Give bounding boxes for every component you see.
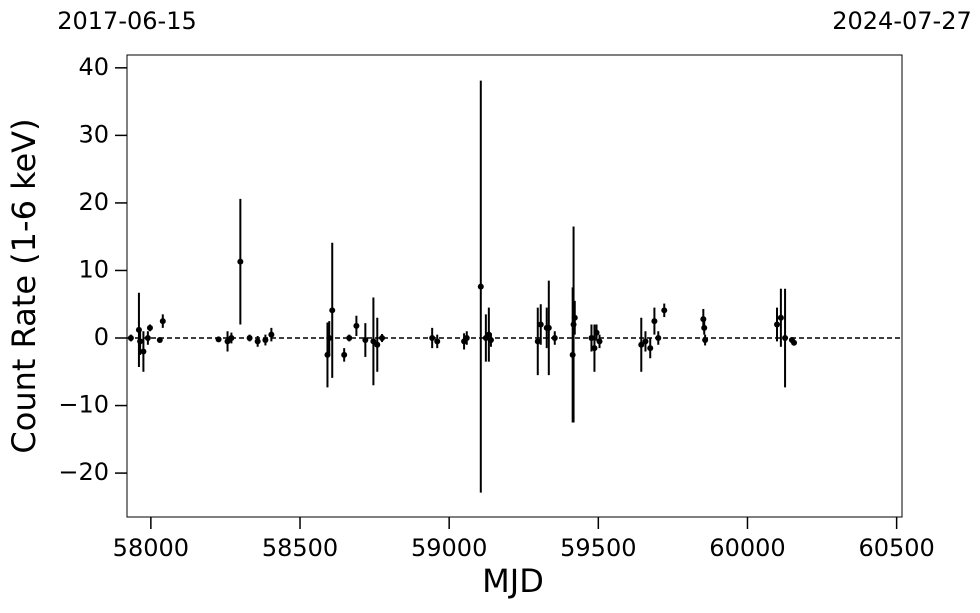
data-point <box>463 335 470 342</box>
data-point <box>237 258 244 265</box>
data-point <box>346 335 353 342</box>
y-tick-label: 20 <box>78 188 109 216</box>
x-tick-label: 59000 <box>411 534 487 562</box>
x-tick-label: 58000 <box>113 534 189 562</box>
data-point <box>228 335 235 342</box>
x-tick-label: 60000 <box>709 534 785 562</box>
data-point <box>254 338 261 345</box>
data-point <box>777 314 784 321</box>
data-point <box>137 338 144 345</box>
plot-frame <box>126 54 903 518</box>
data-point <box>551 335 558 342</box>
data-point <box>127 335 134 342</box>
data-point <box>651 318 658 325</box>
data-point <box>782 335 789 342</box>
data-point <box>329 307 336 314</box>
data-point <box>262 337 269 344</box>
data-point <box>434 338 441 345</box>
data-point <box>353 322 360 329</box>
y-tick-label: −10 <box>58 391 109 419</box>
data-point <box>268 331 275 338</box>
data-point <box>647 345 654 352</box>
data-point <box>379 335 386 342</box>
x-tick-label: 60500 <box>858 534 934 562</box>
x-axis-label: MJD <box>482 562 544 600</box>
data-point <box>534 338 541 345</box>
data-point <box>642 338 649 345</box>
data-point <box>146 324 153 331</box>
data-point <box>545 324 552 331</box>
data-point <box>774 321 781 328</box>
data-point <box>326 335 333 342</box>
y-tick-label: 40 <box>78 53 109 81</box>
y-tick-label: 0 <box>94 323 109 351</box>
y-axis-label: Count Rate (1-6 keV) <box>5 118 43 453</box>
top-date-label: 2017-06-15 <box>57 7 196 35</box>
y-tick-label: −20 <box>58 458 109 486</box>
data-point <box>370 338 377 345</box>
data-point <box>374 341 381 348</box>
data-point <box>429 335 436 342</box>
x-tick-label: 58500 <box>262 534 338 562</box>
data-point <box>702 337 709 344</box>
data-point <box>215 336 222 343</box>
data-point <box>596 338 603 345</box>
y-tick-label: 10 <box>78 255 109 283</box>
data-point <box>477 283 484 290</box>
data-point <box>661 307 668 314</box>
data-point <box>487 337 494 344</box>
y-tick-label: 30 <box>78 120 109 148</box>
data-point <box>140 348 147 355</box>
data-point <box>224 338 231 345</box>
data-point <box>537 321 544 328</box>
data-point <box>591 345 598 352</box>
data-point <box>593 329 600 336</box>
data-point <box>588 335 595 342</box>
data-point <box>362 337 369 344</box>
data-point <box>159 318 166 325</box>
data-point <box>655 335 662 342</box>
data-point <box>571 314 578 321</box>
data-point <box>638 341 645 348</box>
data-point <box>701 324 708 331</box>
data-point <box>791 339 798 346</box>
data-point <box>700 316 707 323</box>
data-point <box>246 335 253 342</box>
x-tick-label: 59500 <box>560 534 636 562</box>
data-point <box>144 335 151 342</box>
data-point <box>341 351 348 358</box>
top-date-label: 2024-07-27 <box>832 7 971 35</box>
data-point <box>156 337 163 344</box>
